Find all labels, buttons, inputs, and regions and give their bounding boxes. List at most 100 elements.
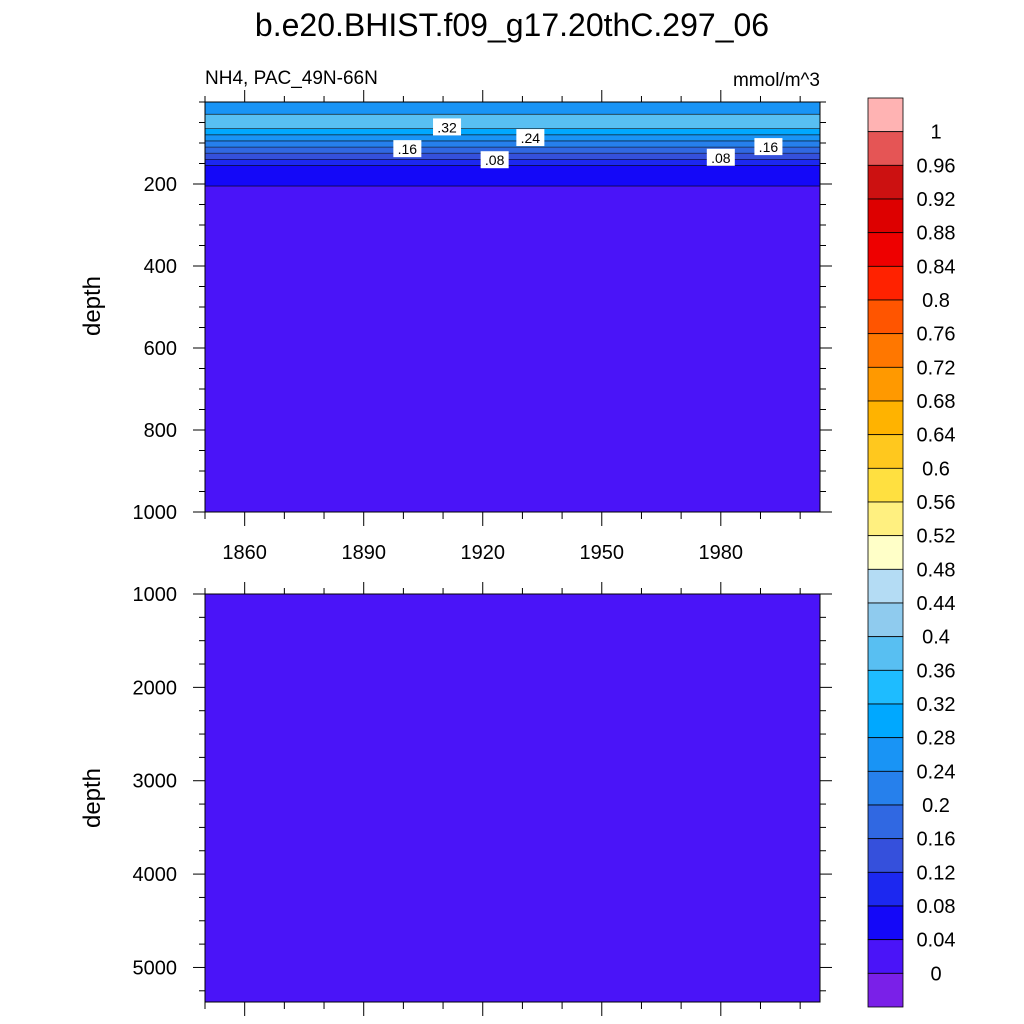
contour-label-text: .16 (759, 139, 779, 155)
colorbar-swatch (867, 669, 904, 705)
colorbar-label: 0.56 (917, 492, 956, 514)
colorbar-label: 0.92 (917, 189, 956, 211)
x-tick-label: 1950 (580, 542, 625, 564)
colorbar-swatch (867, 97, 904, 133)
depth-layer (205, 153, 820, 160)
contour-label-box (433, 118, 462, 136)
colorbar-label: 0.4 (922, 627, 950, 649)
depth-layer (205, 159, 820, 166)
colorbar-swatch (867, 871, 904, 907)
colorbar-swatch (867, 198, 904, 234)
colorbar-swatch (867, 568, 904, 604)
y-tick-label: 600 (144, 338, 177, 360)
depth-layer (205, 102, 820, 115)
colorbar-swatch (867, 164, 904, 200)
colorbar-label: 0.32 (917, 694, 956, 716)
contour-label: .08 (706, 148, 735, 166)
contour-label-box (706, 148, 735, 166)
colorbar-label: 0.12 (917, 862, 956, 884)
upper-left-label: NH4, PAC_49N-66N (205, 68, 378, 89)
contour-label: .24 (516, 129, 545, 147)
x-tick-label: 1920 (460, 542, 505, 564)
plot-frame (204, 593, 821, 1003)
colorbar-swatch (867, 434, 904, 469)
contour-label-box (754, 138, 783, 156)
contour-label-text: .32 (437, 119, 457, 135)
contour-label-box (516, 129, 545, 147)
lower-plot-area (205, 594, 820, 1002)
y-tick-label: 2000 (133, 677, 178, 699)
contour-label-text: .08 (485, 152, 505, 168)
colorbar-swatch (867, 703, 904, 739)
colorbar-swatch (867, 939, 904, 974)
colorbar-swatch (867, 804, 904, 840)
colorbar-swatch (867, 737, 904, 772)
colorbar-label: 0.68 (917, 391, 956, 413)
colorbar-swatch (867, 636, 904, 671)
depth-layer (205, 147, 820, 154)
contour-label: .16 (393, 140, 422, 158)
y-tick-label: 200 (144, 174, 177, 196)
colorbar: 1 0.96 0.92 0.88 0.84 0.8 0.76 0.72 0.68 0.64 0.6 0… (867, 97, 956, 1008)
depth-layer (205, 165, 820, 187)
colorbar-swatch (867, 366, 904, 402)
colorbar-swatch (867, 905, 904, 941)
depth-layer (205, 128, 820, 135)
contour-label-text: .08 (711, 150, 731, 166)
lower-panel: 1000 2000 3000 4000 5000 depth (79, 582, 832, 1016)
x-tick-label: 1860 (222, 542, 267, 564)
colorbar-swatch (867, 602, 904, 638)
colorbar-label: 0.16 (917, 829, 956, 851)
colorbar-swatch (867, 467, 904, 503)
colorbar-swatch (867, 265, 904, 301)
upper-axes: 1860 1890 1920 1950 1980 200 400 600 800 1000 (133, 90, 832, 564)
colorbar-label: 0.8 (922, 290, 950, 312)
colorbar-label: 0.28 (917, 728, 956, 750)
contour-label: .32 (433, 118, 462, 136)
y-tick-label: 400 (144, 256, 177, 278)
depth-layer (205, 140, 820, 148)
colorbar-swatch (867, 333, 904, 368)
colorbar-label: 0.2 (922, 795, 950, 817)
colorbar-swatch (867, 838, 904, 873)
x-tick-label: 1890 (341, 542, 386, 564)
y-tick-label: 3000 (133, 771, 178, 793)
colorbar-swatch (867, 232, 904, 267)
colorbar-label: 0.84 (917, 256, 956, 278)
y-tick-label: 1000 (133, 502, 178, 524)
upper-panel: NH4, PAC_49N-66N mmol/m^3 .32 .24 .16 .08 .0… (79, 68, 832, 564)
colorbar-swatch (867, 400, 904, 436)
colorbar-label: 0.6 (922, 458, 950, 480)
colorbar-label: 0.44 (917, 593, 956, 615)
y-tick-label: 4000 (133, 864, 178, 886)
colorbar-label: 0.52 (917, 526, 956, 548)
upper-right-label: mmol/m^3 (733, 70, 820, 91)
contour-label-text: .16 (398, 141, 418, 157)
depth-layer (205, 114, 820, 129)
y-tick-label: 5000 (133, 957, 178, 979)
colorbar-label: 0.24 (917, 761, 956, 783)
lower-axes: 1000 2000 3000 4000 5000 (133, 582, 832, 1016)
colorbar-swatch (867, 131, 904, 166)
figure-title: b.e20.BHIST.f09_g17.20thC.297_06 (255, 7, 769, 43)
depth-layer (205, 594, 820, 1002)
x-tick-label: 1980 (699, 542, 744, 564)
colorbar-label: 0.64 (917, 425, 956, 447)
lower-y-axis-label: depth (79, 768, 106, 828)
colorbar-swatch (867, 770, 904, 806)
colorbar-swatch (867, 535, 904, 570)
colorbar-label: 0.72 (917, 357, 956, 379)
y-tick-label: 1000 (133, 584, 178, 606)
contour-label-box (393, 140, 422, 158)
contour-label: .16 (754, 138, 783, 156)
colorbar-swatch (867, 299, 904, 335)
colorbar-label: 0 (930, 963, 941, 985)
contour-label-text: .24 (521, 130, 541, 146)
colorbar-label: 0.76 (917, 324, 956, 346)
colorbar-label: 0.36 (917, 660, 956, 682)
colorbar-label: 0.96 (917, 155, 956, 177)
depth-layer (205, 134, 820, 141)
colorbar-label: 1 (930, 122, 941, 144)
colorbar-label: 0.48 (917, 559, 956, 581)
